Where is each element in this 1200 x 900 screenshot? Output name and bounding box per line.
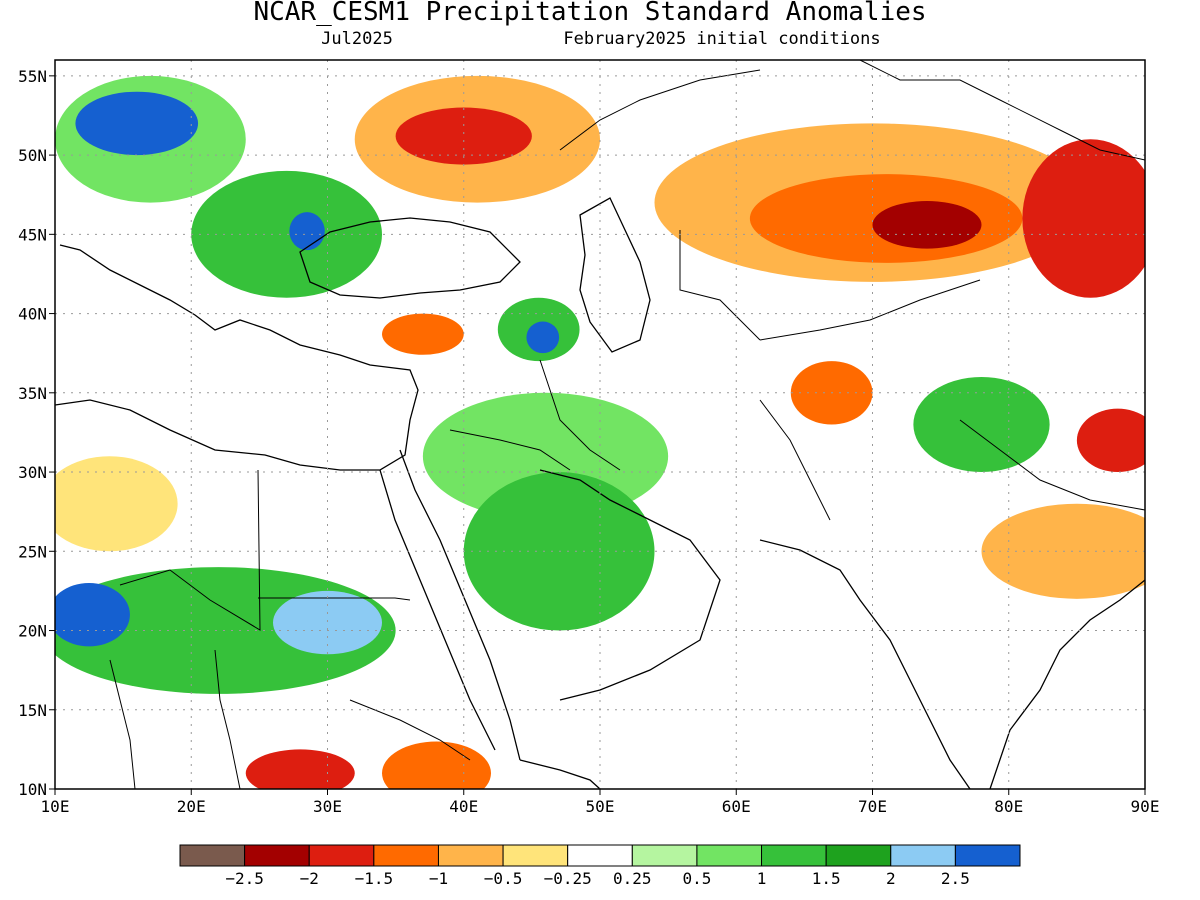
border-line [258,597,411,601]
india-coast [759,539,1145,789]
latitude-axis: 55N 50N 45N 40N 35N 30N 25N 20N 15N 10N [18,67,55,799]
legend-swatch [825,844,892,867]
border-line [959,419,1145,511]
red-sea-coast [379,449,521,761]
lon-tick-label: 10E [41,797,70,816]
lat-tick-label: 15N [18,701,47,720]
legend-swatch [437,844,504,867]
color-legend: −2.5 −2 −1.5 −1 −0.5 −0.25 0.25 0.5 1 1.5 2 2.5 [179,844,1021,888]
legend-swatch [308,844,375,867]
legend-label: 2 [886,869,896,888]
legend-label: 0.25 [613,869,652,888]
border-line [449,429,571,471]
border-line [759,279,981,341]
anomaly-region-europe-wet-core [75,91,199,156]
legend-swatch [567,844,633,867]
anomaly-region-sudan-wet [273,590,382,655]
persian-gulf-coast [539,469,721,701]
legend-label: −1.5 [355,869,394,888]
anomaly-region-balkans-wet [191,170,382,298]
legend-label: −0.5 [484,869,523,888]
longitude-axis: 10E 20E 30E 40E 50E 60E 70E 80E 90E [41,789,1160,816]
legend-swatch [179,844,246,867]
legend-label: −2 [300,869,319,888]
lat-tick-label: 55N [18,67,47,86]
caspian-coast [579,197,651,353]
country-borders [109,60,1145,789]
lon-tick-label: 30E [313,797,342,816]
anomaly-region-sahel-west-core [55,582,130,647]
legend-label: −2.5 [225,869,264,888]
border-line [759,399,831,521]
anomaly-region-india-wet [913,376,1050,473]
lat-tick-label: 45N [18,225,47,244]
lon-tick-label: 80E [994,797,1023,816]
anomaly-shading [55,75,1145,789]
lat-tick-label: 30N [18,463,47,482]
legend-swatch [890,844,956,867]
lon-tick-label: 60E [722,797,751,816]
legend-label: 1.5 [812,869,841,888]
grid-lines [55,60,1145,789]
lat-tick-label: 50N [18,146,47,165]
lat-tick-label: 25N [18,542,47,561]
border-line [859,60,1145,161]
border-line [109,659,136,789]
anomaly-region-turkey-dry [382,313,464,355]
lat-tick-label: 40N [18,305,47,324]
legend-label: 1 [757,869,767,888]
initial-conditions: February2025 initial conditions [563,29,880,49]
border-line [559,69,761,151]
lon-tick-label: 50E [586,797,615,816]
africa-east-coast [519,759,601,789]
lon-tick-label: 90E [1131,797,1160,816]
legend-swatch [696,844,763,867]
legend-label: 0.5 [682,869,711,888]
anomaly-region-mongolia-dry [1022,139,1145,298]
legend-swatch [502,844,569,867]
valid-month: Jul2025 [321,29,393,49]
lon-tick-label: 40E [449,797,478,816]
lat-tick-label: 10N [18,780,47,799]
lon-tick-label: 70E [858,797,887,816]
mediterranean-coast [55,244,419,471]
border-line [119,469,261,631]
anomaly-region-kazakhstan-dry-core [872,201,982,249]
border-line [214,649,241,789]
black-sea-coast [299,217,521,299]
map-plot-area [54,59,1146,790]
coastline-lines [55,197,1145,789]
legend-swatch [373,844,439,867]
map-title: NCAR_CESM1 Precipitation Standard Anomal… [253,0,926,27]
legend-label: −0.25 [544,869,592,888]
anomaly-region-chad-dry [245,749,355,789]
lat-tick-label: 20N [18,622,47,641]
border-line [679,230,761,341]
anomaly-region-balkans-core [289,212,325,251]
legend-label: 2.5 [941,869,970,888]
legend-swatch [761,844,827,867]
lat-tick-label: 35N [18,384,47,403]
anomaly-region-tibet-dry [1076,408,1145,473]
border-line [539,359,621,471]
lon-tick-label: 20E [177,797,206,816]
legend-swatch [631,844,698,867]
anomaly-region-ethiopia-dry [382,741,491,789]
legend-label: −1 [429,869,448,888]
anomaly-region-russia-dry-core [395,107,532,165]
anomaly-region-caucasus-core [526,321,560,354]
legend-swatch [244,844,310,867]
legend-swatch [954,844,1021,867]
anomaly-region-libya-dry [55,456,178,552]
